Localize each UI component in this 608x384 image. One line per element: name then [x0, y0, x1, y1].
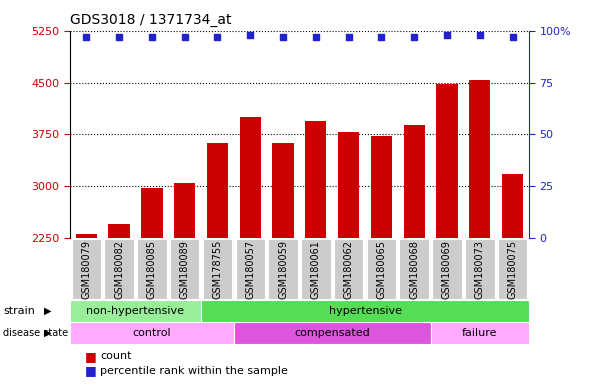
Text: ▶: ▶	[44, 306, 52, 316]
Point	[508, 34, 517, 40]
FancyBboxPatch shape	[137, 239, 167, 299]
Bar	[108, 224, 130, 238]
FancyBboxPatch shape	[301, 239, 331, 299]
Point	[114, 34, 124, 40]
Text: GSM180075: GSM180075	[508, 240, 517, 299]
Text: disease state: disease state	[3, 328, 68, 338]
FancyBboxPatch shape	[170, 239, 199, 299]
Text: GSM180061: GSM180061	[311, 240, 321, 299]
FancyBboxPatch shape	[465, 239, 494, 299]
Point	[278, 34, 288, 40]
Bar	[338, 132, 359, 238]
Text: GSM180089: GSM180089	[180, 240, 190, 299]
Point	[409, 34, 419, 40]
Text: GSM180079: GSM180079	[81, 240, 91, 299]
FancyBboxPatch shape	[234, 322, 430, 344]
Text: GDS3018 / 1371734_at: GDS3018 / 1371734_at	[70, 13, 232, 27]
Text: compensated: compensated	[294, 328, 370, 338]
Point	[376, 34, 386, 40]
Bar	[437, 84, 458, 238]
FancyBboxPatch shape	[201, 300, 529, 322]
FancyBboxPatch shape	[72, 239, 101, 299]
Text: strain: strain	[3, 306, 35, 316]
Point	[311, 34, 320, 40]
Point	[246, 32, 255, 38]
FancyBboxPatch shape	[498, 239, 527, 299]
FancyBboxPatch shape	[399, 239, 429, 299]
Point	[147, 34, 157, 40]
Text: ▶: ▶	[44, 328, 52, 338]
Bar	[272, 143, 294, 238]
Text: GSM180065: GSM180065	[376, 240, 387, 299]
Text: failure: failure	[462, 328, 497, 338]
FancyBboxPatch shape	[70, 300, 201, 322]
Text: GSM178755: GSM178755	[212, 240, 223, 299]
FancyBboxPatch shape	[235, 239, 265, 299]
Text: GSM180073: GSM180073	[475, 240, 485, 299]
Point	[442, 32, 452, 38]
Text: GSM180057: GSM180057	[245, 240, 255, 299]
FancyBboxPatch shape	[70, 322, 234, 344]
Text: non-hypertensive: non-hypertensive	[86, 306, 184, 316]
FancyBboxPatch shape	[105, 239, 134, 299]
Bar	[502, 174, 523, 238]
Text: percentile rank within the sample: percentile rank within the sample	[100, 366, 288, 376]
Bar	[75, 234, 97, 238]
Text: hypertensive: hypertensive	[328, 306, 401, 316]
Point	[344, 34, 353, 40]
FancyBboxPatch shape	[202, 239, 232, 299]
Text: GSM180059: GSM180059	[278, 240, 288, 299]
Bar	[469, 80, 491, 238]
FancyBboxPatch shape	[268, 239, 298, 299]
Text: GSM180082: GSM180082	[114, 240, 124, 299]
Bar	[404, 125, 425, 238]
Text: GSM180068: GSM180068	[409, 240, 419, 299]
Bar	[174, 184, 195, 238]
Point	[180, 34, 190, 40]
Point	[81, 34, 91, 40]
Text: count: count	[100, 351, 132, 361]
Text: GSM180085: GSM180085	[147, 240, 157, 299]
Text: ■: ■	[85, 364, 97, 377]
Bar	[141, 188, 162, 238]
Text: GSM180062: GSM180062	[344, 240, 354, 299]
FancyBboxPatch shape	[432, 239, 461, 299]
Bar	[240, 117, 261, 238]
Bar	[207, 143, 228, 238]
Point	[213, 34, 223, 40]
Point	[475, 32, 485, 38]
Text: ■: ■	[85, 350, 97, 363]
Text: control: control	[133, 328, 171, 338]
Bar	[371, 136, 392, 238]
Text: GSM180069: GSM180069	[442, 240, 452, 299]
Bar	[305, 121, 326, 238]
FancyBboxPatch shape	[334, 239, 364, 299]
FancyBboxPatch shape	[367, 239, 396, 299]
FancyBboxPatch shape	[430, 322, 529, 344]
